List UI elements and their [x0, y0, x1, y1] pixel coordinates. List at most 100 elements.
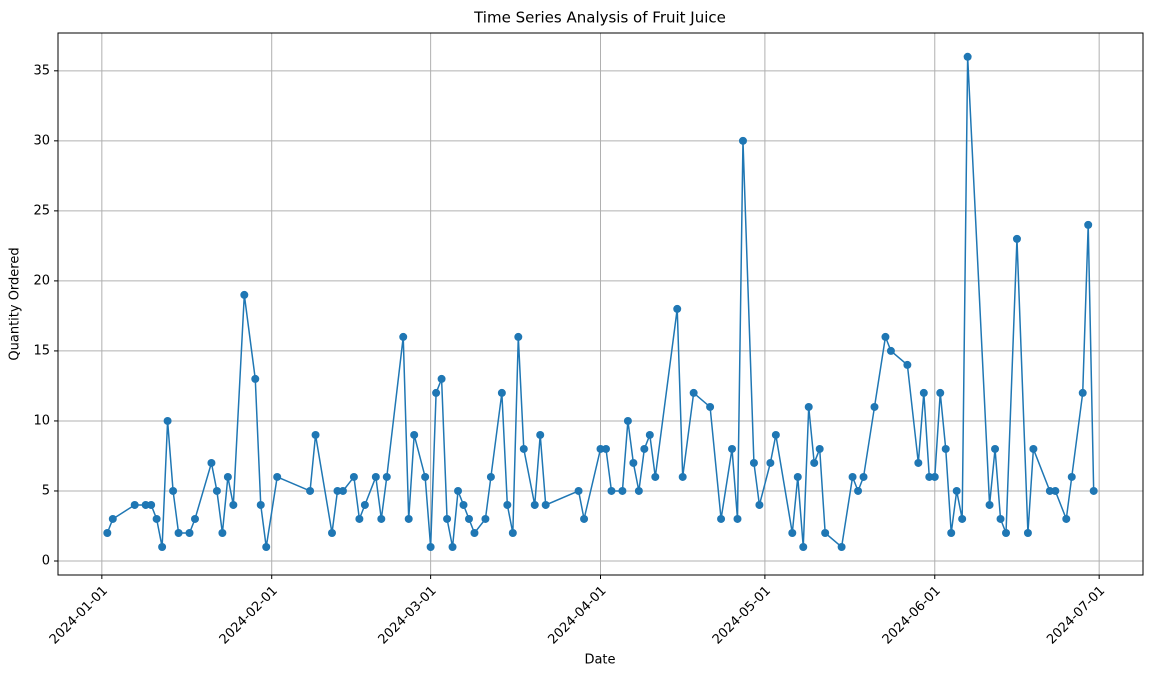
data-point	[886, 346, 895, 355]
data-point	[1045, 486, 1054, 495]
data-point	[503, 500, 512, 509]
data-point	[251, 374, 260, 383]
data-point	[536, 430, 545, 439]
data-point	[804, 402, 813, 411]
data-point	[766, 458, 775, 467]
data-point	[399, 332, 408, 341]
data-point	[256, 500, 265, 509]
data-point	[771, 430, 780, 439]
x-axis-label: Date	[584, 653, 615, 668]
data-point	[497, 388, 506, 397]
data-point	[426, 542, 435, 551]
data-point	[541, 500, 550, 509]
data-point	[207, 458, 216, 467]
data-point	[706, 402, 715, 411]
data-point	[448, 542, 457, 551]
data-point	[371, 472, 380, 481]
y-tick-label: 35	[33, 63, 50, 78]
data-point	[508, 528, 517, 537]
data-point	[903, 360, 912, 369]
data-point	[673, 304, 682, 313]
data-point	[788, 528, 797, 537]
data-point	[108, 514, 117, 523]
data-point	[607, 486, 616, 495]
chart-title: Time Series Analysis of Fruit Juice	[473, 9, 726, 27]
data-point	[333, 486, 342, 495]
data-point	[421, 472, 430, 481]
x-tick-label: 2024-01-01	[47, 583, 111, 647]
y-tick-label: 5	[42, 483, 50, 498]
data-point	[1062, 514, 1071, 523]
data-point	[190, 514, 199, 523]
data-point	[914, 458, 923, 467]
data-point	[1012, 234, 1021, 243]
data-point	[1084, 220, 1093, 229]
data-point	[454, 486, 463, 495]
y-tick-label: 15	[33, 343, 50, 358]
data-point	[749, 458, 758, 467]
data-point	[218, 528, 227, 537]
data-point	[530, 500, 539, 509]
data-point	[174, 528, 183, 537]
data-point	[470, 528, 479, 537]
data-point	[947, 528, 956, 537]
data-point	[1089, 486, 1098, 495]
data-point	[141, 500, 150, 509]
data-point	[717, 514, 726, 523]
data-point	[147, 500, 156, 509]
data-point	[355, 514, 364, 523]
data-point	[459, 500, 468, 509]
data-point	[689, 388, 698, 397]
data-point	[958, 514, 967, 523]
data-point	[1078, 388, 1087, 397]
data-point	[212, 486, 221, 495]
data-point	[728, 444, 737, 453]
data-point	[596, 444, 605, 453]
data-point	[152, 514, 161, 523]
data-point	[645, 430, 654, 439]
data-point	[930, 472, 939, 481]
data-point	[640, 444, 649, 453]
x-tick-label: 2024-03-01	[376, 583, 440, 647]
data-point	[963, 52, 972, 61]
data-point	[996, 514, 1005, 523]
data-point	[881, 332, 890, 341]
data-point	[848, 472, 857, 481]
data-point	[311, 430, 320, 439]
x-tick-label: 2024-04-01	[546, 583, 610, 647]
data-point	[360, 500, 369, 509]
data-point	[815, 444, 824, 453]
data-point	[1029, 444, 1038, 453]
data-point	[952, 486, 961, 495]
y-tick-label: 0	[42, 553, 50, 568]
data-point	[574, 486, 583, 495]
x-tick-label: 2024-02-01	[217, 583, 281, 647]
y-tick-label: 25	[33, 203, 50, 218]
data-point	[382, 472, 391, 481]
y-tick-label: 30	[33, 133, 50, 148]
data-point	[678, 472, 687, 481]
data-point	[262, 542, 271, 551]
x-tick-label: 2024-06-01	[880, 583, 944, 647]
data-point	[837, 542, 846, 551]
data-point	[985, 500, 994, 509]
x-tick-label: 2024-05-01	[710, 583, 774, 647]
data-point	[651, 472, 660, 481]
data-point	[377, 514, 386, 523]
data-point	[229, 500, 238, 509]
data-point	[481, 514, 490, 523]
data-point	[349, 472, 358, 481]
data-point	[432, 388, 441, 397]
data-point	[338, 486, 347, 495]
data-point	[169, 486, 178, 495]
data-point	[1002, 528, 1011, 537]
y-tick-label: 10	[33, 413, 50, 428]
data-point	[410, 430, 419, 439]
data-point	[130, 500, 139, 509]
data-point	[755, 500, 764, 509]
data-point	[1051, 486, 1060, 495]
data-point	[634, 486, 643, 495]
data-point	[273, 472, 282, 481]
data-point	[185, 528, 194, 537]
